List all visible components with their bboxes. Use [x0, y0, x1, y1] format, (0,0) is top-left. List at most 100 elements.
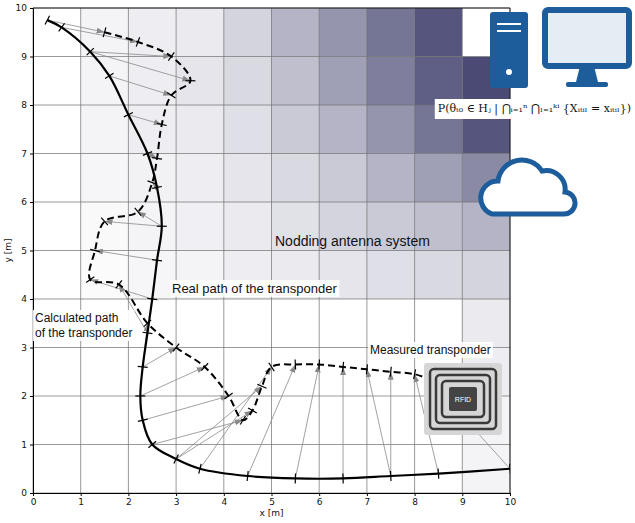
cell: [224, 57, 272, 106]
cell: [176, 154, 224, 203]
cell: [81, 105, 129, 154]
error-arrow: [143, 348, 176, 367]
y-tick-label: 9: [21, 52, 27, 62]
series-marker: [366, 364, 367, 374]
series-marker: [143, 152, 152, 156]
cell: [367, 8, 415, 57]
cell: [33, 202, 81, 251]
monitor: [545, 10, 629, 66]
figure: 012345678910012345678910x [m]y [m]Real p…: [0, 0, 635, 523]
cell: [128, 348, 176, 397]
grid: [33, 8, 510, 493]
cell: [462, 251, 510, 300]
cell: [176, 202, 224, 251]
cell: [319, 154, 367, 203]
cell: [224, 445, 272, 494]
cell: [176, 348, 224, 397]
cell: [176, 299, 224, 348]
series-marker: [318, 359, 320, 369]
series-marker: [144, 320, 151, 327]
cell: [81, 396, 129, 445]
series-marker: [45, 16, 50, 25]
x-axis-title: x [m]: [260, 508, 284, 518]
series-marker: [135, 395, 145, 396]
y-tick-mark: [30, 493, 33, 494]
cell: [33, 105, 81, 154]
x-tick-mark: [81, 493, 82, 496]
error-arrow: [295, 364, 319, 478]
tower-slot: [497, 23, 521, 25]
y-tick-label: 4: [21, 294, 27, 304]
series-marker: [148, 181, 157, 184]
series-marker: [157, 226, 167, 227]
series-marker: [168, 52, 174, 60]
rfid-icon: RFID: [424, 363, 502, 435]
x-tick-label: 10: [505, 497, 517, 507]
rfid-chip: [449, 387, 477, 411]
cell: [224, 154, 272, 203]
series-marker: [135, 208, 141, 216]
cell: [415, 154, 463, 203]
y-tick: 10: [16, 3, 33, 13]
error-arrow: [140, 367, 204, 396]
grid-line-y: [33, 250, 510, 251]
cell: [33, 154, 81, 203]
series-marker: [148, 441, 156, 448]
series-marker: [294, 359, 296, 369]
x-tick: 6: [317, 493, 323, 507]
formula: P(θₜ₀ ∈ Hⱼ | ⋂ᵢ₌₁ⁿ ⋂ₗ₌₁ᵏⁱ {Xᵢₜᵢₗ = xᵢₜᵢₗ…: [438, 102, 631, 116]
y-axis-title: y [m]: [3, 239, 13, 263]
series-marker: [152, 186, 162, 188]
y-tick-label: 6: [21, 197, 27, 207]
x-tick: 8: [412, 493, 418, 507]
series-marker: [414, 369, 416, 379]
y-axis: 012345678910: [16, 3, 34, 498]
x-tick-label: 9: [460, 497, 466, 507]
grid-line-y: [33, 299, 510, 300]
error-arrow: [105, 221, 162, 226]
rfid-coil: [430, 369, 496, 429]
series-marker: [103, 27, 106, 37]
cell: [224, 202, 272, 251]
x-tick-label: 6: [317, 497, 323, 507]
y-tick-mark: [30, 251, 33, 252]
series-marker: [295, 473, 296, 483]
series-label-line: of the transponder: [35, 326, 132, 340]
series-marker: [509, 464, 510, 474]
y-tick-mark: [30, 57, 33, 58]
cell: [33, 396, 81, 445]
y-tick-mark: [30, 445, 33, 446]
cell: [415, 57, 463, 106]
x-tick: 9: [460, 493, 466, 507]
x-tick-mark: [176, 493, 177, 496]
cell: [176, 105, 224, 154]
error-arrow: [367, 369, 391, 476]
cell: [81, 445, 129, 494]
cell: [176, 57, 224, 106]
cell: [415, 299, 463, 348]
labels: Real path of the transponderCalculated p…: [33, 233, 493, 358]
series-marker: [173, 344, 179, 352]
error-arrow: [138, 212, 162, 227]
series-marker: [90, 249, 100, 251]
y-tick-label: 3: [21, 343, 27, 353]
x-tick-label: 7: [365, 497, 371, 507]
series-marker: [248, 408, 257, 413]
series-marker: [59, 23, 65, 31]
cell: [272, 105, 320, 154]
cell: [176, 8, 224, 57]
y-tick-mark: [30, 299, 33, 300]
y-tick-mark: [30, 154, 33, 155]
cell: [128, 154, 176, 203]
series-marker: [136, 37, 139, 46]
grid-line-y: [33, 202, 510, 203]
error-arrow: [200, 367, 272, 469]
x-tick-mark: [224, 493, 225, 496]
cell: [319, 105, 367, 154]
series-line: [47, 20, 510, 479]
y-tick: 7: [21, 149, 33, 159]
cell: [81, 202, 129, 251]
series-marker: [86, 277, 94, 283]
error-arrow: [343, 367, 344, 479]
cell: [272, 348, 320, 397]
